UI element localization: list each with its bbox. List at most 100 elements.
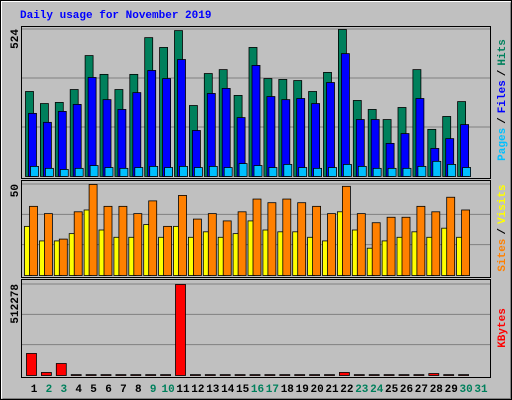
x-tick-label: 14 [221,384,235,396]
bar [324,374,335,376]
bar [164,167,174,177]
bar [432,160,442,177]
bar [237,211,247,276]
bar [30,166,39,177]
bar [58,238,68,276]
bar [371,222,381,276]
bar [73,211,83,276]
bar [145,374,157,376]
bar [207,213,217,276]
bar [44,213,53,276]
legend-entry: Visits [497,184,509,224]
bar [401,216,411,276]
bar [74,167,84,177]
legend-entry: Pages [497,128,509,161]
bar [431,211,441,276]
x-tick-label: 19 [296,384,309,396]
bar [267,202,277,276]
bar [342,164,352,177]
bar [57,111,67,177]
bar [70,374,82,376]
bar [193,167,203,177]
bar [372,167,382,177]
y-tick-label: 512278 [10,284,22,324]
bar [253,165,263,177]
bar [192,218,202,276]
bar [328,167,337,177]
bar [298,167,308,177]
x-tick-label: 12 [191,384,204,396]
bar [178,195,187,276]
x-tick-label: 5 [90,384,97,396]
bar [119,167,129,177]
bar [413,374,425,376]
x-tick-label: 16 [251,384,264,396]
bar [147,70,157,177]
bar [341,185,351,276]
bar [458,374,470,376]
bar [297,202,307,276]
bar [41,372,52,376]
bar [189,374,201,376]
legend-entry: Sites [497,239,509,272]
bar [29,205,38,276]
x-tick-label: 20 [310,384,323,396]
bar [383,374,395,376]
bar [313,167,323,177]
x-tick-label: 11 [176,384,190,396]
bar [177,59,186,177]
bar [462,167,472,177]
bar [45,167,54,177]
y-tick-label: 524 [10,29,22,49]
bar [117,109,127,177]
bar [417,166,427,177]
bar [160,374,172,376]
x-tick-label: 6 [105,384,112,396]
x-tick-label: 4 [75,384,82,396]
x-tick-label: 18 [281,384,295,396]
x-tick-label: 7 [120,384,127,396]
x-tick-label: 15 [236,384,250,396]
x-tick-label: 3 [60,384,67,396]
bar [206,93,216,177]
x-tick-label: 31 [474,384,488,396]
x-tick-label: 26 [400,384,413,396]
x-tick-label: 2 [46,384,53,396]
bar [296,98,306,177]
bar [163,225,173,276]
legend-entry: KBytes [497,308,509,348]
bar [249,374,261,376]
bar [279,374,291,376]
x-tick-label: 8 [135,384,142,396]
bar [327,213,336,276]
bar [309,374,321,376]
bar [338,372,350,376]
x-tick-label: 24 [370,384,384,396]
bar [370,119,380,177]
bar [416,205,426,276]
bar [251,65,261,177]
bar [283,164,293,177]
bar [234,374,246,376]
bar [294,374,306,376]
bar [88,184,98,276]
bar [219,374,231,376]
bar [102,99,112,177]
bar [415,98,425,177]
x-tick-label: 10 [161,384,174,396]
panel [21,279,491,378]
bar [387,167,397,177]
bar [89,165,99,177]
bar [238,163,248,177]
x-tick-label: 17 [266,384,279,396]
x-tick-label: 1 [31,384,38,396]
x-tick-label: 27 [415,384,428,396]
bar [221,88,231,177]
bar [326,82,335,177]
x-tick-label: 25 [385,384,399,396]
x-tick-label: 13 [206,384,220,396]
